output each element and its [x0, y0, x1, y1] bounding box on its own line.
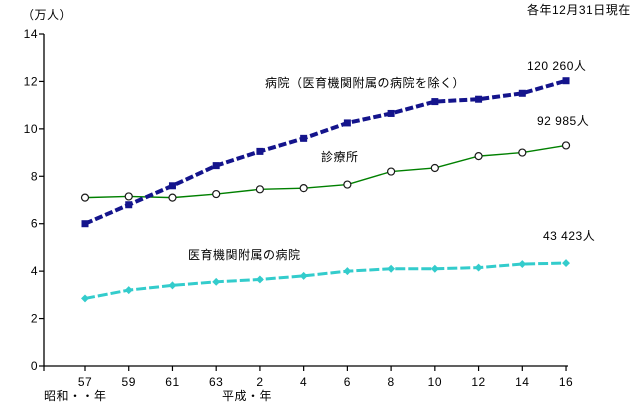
svg-text:8: 8 — [388, 375, 395, 389]
svg-text:2: 2 — [256, 375, 263, 389]
svg-text:61: 61 — [165, 375, 179, 389]
svg-text:63: 63 — [209, 375, 223, 389]
y-axis-unit-label: （万人） — [22, 8, 73, 22]
svg-text:10: 10 — [428, 375, 442, 389]
value-label-univ-hospital: 43 423人 — [543, 229, 596, 243]
series-label-univ-hospital: 医育機関附属の病院 — [188, 248, 301, 262]
svg-text:14: 14 — [24, 27, 38, 41]
era-label-showa: 昭和・・年 — [44, 389, 107, 403]
svg-text:4: 4 — [31, 264, 38, 278]
series-label-hospital: 病院（医育機関附属の病院を除く） — [265, 76, 466, 90]
svg-text:12: 12 — [471, 375, 485, 389]
svg-text:57: 57 — [78, 375, 92, 389]
svg-text:4: 4 — [300, 375, 307, 389]
svg-text:10: 10 — [24, 122, 38, 136]
svg-text:14: 14 — [515, 375, 529, 389]
svg-text:12: 12 — [24, 74, 38, 88]
svg-text:59: 59 — [122, 375, 136, 389]
series-label-clinic: 診療所 — [321, 150, 359, 164]
svg-text:6: 6 — [344, 375, 351, 389]
svg-text:8: 8 — [31, 169, 38, 183]
svg-text:6: 6 — [31, 217, 38, 231]
svg-text:16: 16 — [559, 375, 573, 389]
svg-text:0: 0 — [31, 359, 38, 373]
era-label-heisei: 平成・年 — [222, 389, 273, 403]
value-label-hospital: 120 260人 — [527, 59, 587, 73]
svg-text:2: 2 — [31, 312, 38, 326]
date-note: 各年12月31日現在 — [527, 3, 631, 17]
value-label-clinic: 92 985人 — [537, 114, 590, 128]
